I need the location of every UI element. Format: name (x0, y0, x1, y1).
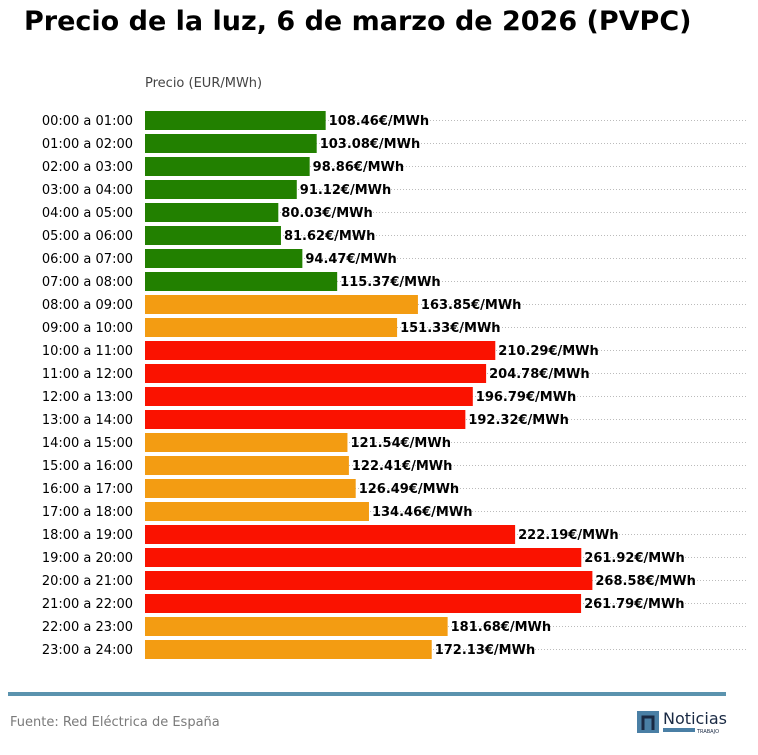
bar (145, 387, 473, 406)
y-tick-label: 21:00 a 22:00 (42, 597, 133, 612)
data-label: 134.46€/MWh (372, 505, 473, 520)
bar (145, 157, 310, 176)
bar (145, 502, 369, 521)
data-label: 81.62€/MWh (284, 229, 375, 244)
y-tick-label: 20:00 a 21:00 (42, 574, 133, 589)
data-label: 126.49€/MWh (359, 482, 460, 497)
data-label: 98.86€/MWh (313, 160, 404, 175)
bar (145, 180, 297, 199)
y-tick-label: 13:00 a 14:00 (42, 413, 133, 428)
data-label: 151.33€/MWh (400, 321, 501, 336)
bar (145, 617, 448, 636)
y-tick-label: 11:00 a 12:00 (42, 367, 133, 382)
bar (145, 571, 593, 590)
y-tick-label: 05:00 a 06:00 (42, 229, 133, 244)
bar-chart: Precio (EUR/MWh) 00:00 a 01:00 108.46€/MW… (42, 76, 748, 659)
y-tick-label: 01:00 a 02:00 (42, 137, 133, 152)
y-tick-label: 19:00 a 20:00 (42, 551, 133, 566)
data-label: 204.78€/MWh (489, 367, 590, 382)
y-tick-label: 18:00 a 19:00 (42, 528, 133, 543)
y-tick-label: 15:00 a 16:00 (42, 459, 133, 474)
y-tick-label: 23:00 a 24:00 (42, 643, 133, 658)
bar (145, 203, 279, 222)
bar (145, 364, 487, 383)
data-label: 181.68€/MWh (451, 620, 551, 635)
y-tick-label: 16:00 a 17:00 (42, 482, 133, 497)
data-label: 163.85€/MWh (421, 298, 522, 313)
data-label: 108.46€/MWh (329, 114, 430, 129)
data-label: 122.41€/MWh (352, 459, 453, 474)
y-tick-label: 09:00 a 10:00 (42, 321, 133, 336)
y-tick-label: 10:00 a 11:00 (42, 344, 133, 359)
bar (145, 295, 418, 314)
y-tick-label: 04:00 a 05:00 (42, 206, 133, 221)
bar (145, 226, 281, 245)
y-tick-label: 03:00 a 04:00 (42, 183, 133, 198)
bar (145, 594, 582, 613)
data-label: 192.32€/MWh (468, 413, 568, 428)
bar (145, 410, 466, 429)
data-label: 261.92€/MWh (584, 551, 685, 566)
bar (145, 433, 348, 452)
data-label: 80.03€/MWh (281, 206, 372, 221)
bar (145, 548, 582, 567)
data-label: 261.79€/MWh (584, 597, 685, 612)
y-tick-label: 02:00 a 03:00 (42, 160, 133, 175)
y-tick-label: 06:00 a 07:00 (42, 252, 133, 267)
bar (145, 640, 432, 659)
y-tick-label: 12:00 a 13:00 (42, 390, 133, 405)
data-label: 172.13€/MWh (435, 643, 536, 658)
y-tick-label: 17:00 a 18:00 (42, 505, 133, 520)
data-label: 91.12€/MWh (300, 183, 391, 198)
data-label: 115.37€/MWh (340, 275, 441, 290)
bar (145, 341, 496, 360)
bar (145, 134, 317, 153)
footer-divider (8, 692, 726, 696)
data-label: 222.19€/MWh (518, 528, 619, 543)
x-axis-label: Precio (EUR/MWh) (145, 76, 262, 91)
data-label: 103.08€/MWh (320, 137, 421, 152)
y-tick-label: 07:00 a 08:00 (42, 275, 133, 290)
bar (145, 456, 349, 475)
data-label: 94.47€/MWh (305, 252, 396, 267)
bar (145, 272, 338, 291)
noticias-trabajo-logo: Noticias TRABAJO (637, 709, 727, 735)
y-tick-label: 00:00 a 01:00 (42, 114, 133, 129)
data-label: 196.79€/MWh (476, 390, 577, 405)
svg-text:TRABAJO: TRABAJO (696, 729, 719, 735)
svg-text:Noticias: Noticias (663, 709, 727, 728)
chart-title: Precio de la luz, 6 de marzo de 2026 (PV… (24, 6, 692, 37)
bar (145, 111, 326, 130)
data-label: 268.58€/MWh (595, 574, 696, 589)
data-label: 210.29€/MWh (498, 344, 598, 359)
bar (145, 318, 398, 337)
data-label: 121.54€/MWh (350, 436, 451, 451)
y-tick-label: 22:00 a 23:00 (42, 620, 133, 635)
y-tick-label: 08:00 a 09:00 (42, 298, 133, 313)
bar (145, 525, 516, 544)
y-tick-label: 14:00 a 15:00 (42, 436, 133, 451)
source-note: Fuente: Red Eléctrica de España (10, 715, 220, 730)
bar (145, 479, 356, 498)
bar (145, 249, 303, 268)
